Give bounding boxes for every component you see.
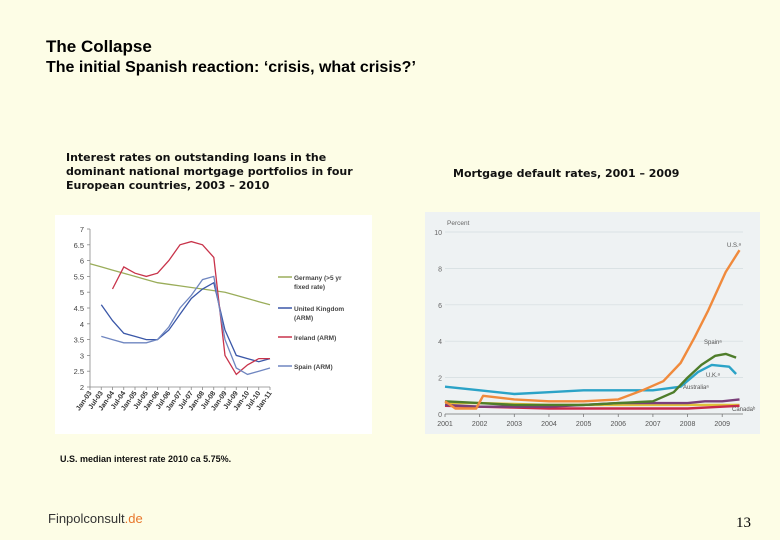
series-line-1 bbox=[444, 352, 737, 407]
series-label-4: Canadaᵇ bbox=[732, 406, 756, 413]
left-chart-caption: Interest rates on outstanding loans in t… bbox=[66, 151, 353, 192]
legend-label-3: Spain (ARM) bbox=[294, 364, 333, 371]
default-rate-chart-panel: 0 2 4 6 8 10 Percent 2001 2002 2003 2004 2005 2006 20… bbox=[425, 212, 760, 434]
y-tick-label: 0 bbox=[438, 412, 442, 419]
default-rate-chart: 0 2 4 6 8 10 Percent 2001 2002 2003 2004 2005 2006 20… bbox=[425, 212, 760, 434]
interest-rate-chart: 22.533.544.555.566.57Jan-03Jul-03Jan-04J… bbox=[74, 225, 345, 412]
x-tick-label: 2009 bbox=[714, 421, 730, 428]
y-tick-label: 7 bbox=[80, 225, 84, 234]
y-tick-label: 3 bbox=[80, 351, 84, 360]
x-tick-label: 2006 bbox=[610, 421, 626, 428]
slide-subtitle: The initial Spanish reaction: ‘crisis, w… bbox=[46, 59, 416, 76]
legend-label-2: Ireland (ARM) bbox=[294, 335, 336, 342]
series-label-3: Australiaᵃ bbox=[683, 385, 709, 391]
right-chart-caption: Mortgage default rates, 2001 – 2009 bbox=[453, 167, 680, 180]
y-tick-label: 2 bbox=[80, 383, 84, 392]
series-label-1: Spainᵃ bbox=[704, 340, 722, 346]
slide-title: The Collapse bbox=[46, 37, 152, 56]
y-tick-label: 10 bbox=[434, 230, 442, 237]
series-line-0 bbox=[444, 249, 741, 410]
page-number: 13 bbox=[736, 515, 751, 531]
y-unit-label: Percent bbox=[447, 220, 470, 227]
y-tick-label: 5.5 bbox=[74, 272, 84, 281]
x-tick-label: 2003 bbox=[507, 421, 523, 428]
x-tick-label: 2008 bbox=[680, 421, 696, 428]
x-tick-label: 2004 bbox=[541, 421, 557, 428]
y-tick-label: 4.5 bbox=[74, 304, 84, 313]
footer-brand-name: Finpolconsult bbox=[48, 511, 125, 526]
footnote: U.S. median interest rate 2010 ca 5.75%. bbox=[60, 454, 232, 464]
plot-background bbox=[425, 212, 760, 434]
series-line-3 bbox=[101, 275, 271, 376]
series-line-1 bbox=[100, 281, 271, 363]
y-tick-label: 2.5 bbox=[74, 367, 84, 376]
x-tick-label: 2001 bbox=[437, 421, 453, 428]
series-line-0 bbox=[89, 263, 271, 306]
series-line-2 bbox=[111, 240, 270, 376]
y-tick-label: 6 bbox=[438, 303, 442, 310]
y-tick-label: 3.5 bbox=[74, 336, 84, 345]
y-tick-label: 6 bbox=[80, 257, 84, 266]
y-tick-label: 5 bbox=[80, 288, 84, 297]
y-tick-label: 2 bbox=[438, 376, 442, 383]
y-tick-label: 8 bbox=[438, 266, 442, 273]
y-tick-label: 4 bbox=[438, 339, 442, 346]
x-tick-label: 2002 bbox=[472, 421, 488, 428]
y-tick-label: 4 bbox=[80, 320, 84, 329]
footer-brand-tld: .de bbox=[124, 511, 143, 526]
series-label-2: U.K.ᵃ bbox=[706, 373, 721, 379]
legend-label-1: United Kingdom (ARM) bbox=[294, 306, 344, 322]
y-tick-label: 6.5 bbox=[74, 241, 84, 250]
x-tick-label: 2007 bbox=[645, 421, 661, 428]
series-label-0: U.S.ᵃ bbox=[727, 243, 742, 249]
footer-brand[interactable]: Finpolconsult.de bbox=[48, 511, 143, 526]
interest-rate-chart-panel: 2 2.5 3 3.5 4 4.5 5 5.5 6 6.5 7 Jan-03 Jul-03 Jan-04 J… bbox=[55, 215, 372, 434]
legend-label-0: Germany (>5 yr fixed rate) bbox=[294, 275, 342, 291]
series-line-2 bbox=[444, 363, 737, 396]
x-tick-label: 2005 bbox=[576, 421, 592, 428]
